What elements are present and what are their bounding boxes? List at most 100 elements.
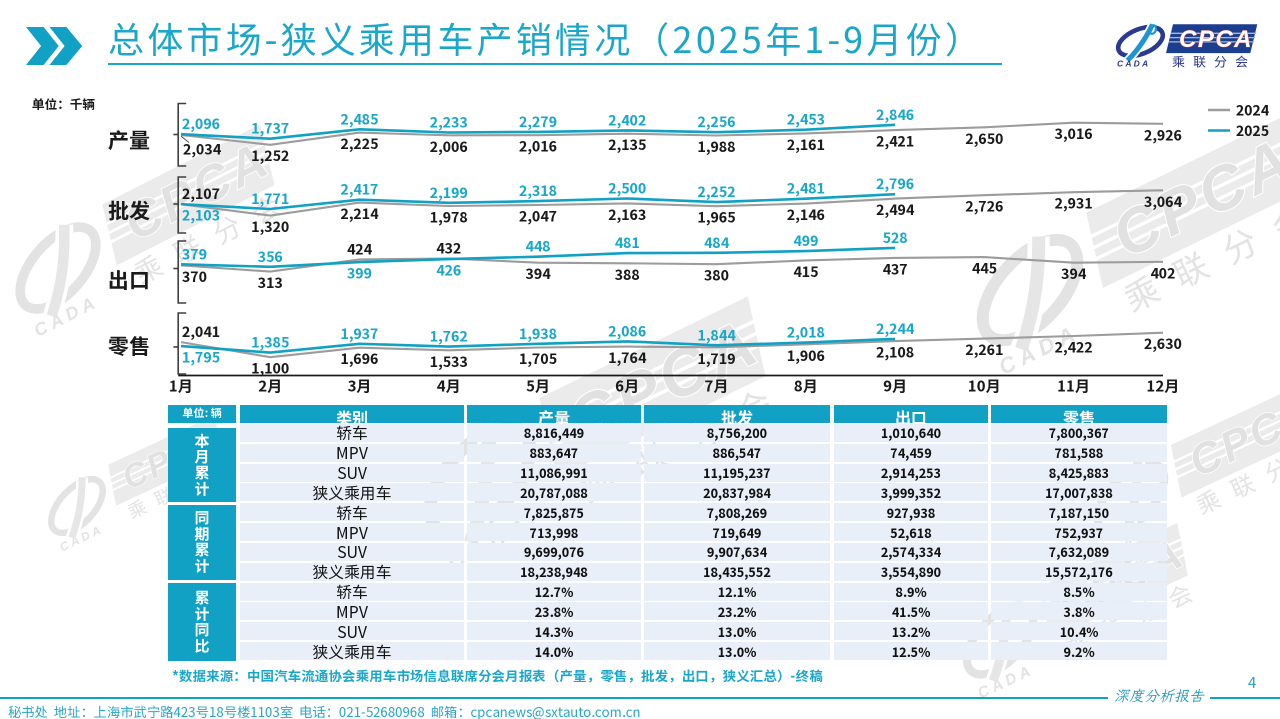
svg-text:499: 499 [793,231,819,251]
svg-text:432: 432 [436,239,461,259]
svg-text:426: 426 [436,261,462,281]
svg-text:2,034: 2,034 [183,140,221,160]
svg-text:1,696: 1,696 [340,349,379,369]
svg-text:1,764: 1,764 [608,348,646,368]
svg-text:批发: 批发 [108,196,150,226]
svg-text:1,100: 1,100 [251,359,290,379]
svg-text:394: 394 [1061,264,1086,284]
svg-text:2,485: 2,485 [340,109,378,129]
svg-text:1,737: 1,737 [251,119,289,139]
svg-text:388: 388 [615,265,640,285]
svg-text:2,086: 2,086 [608,321,647,341]
svg-text:481: 481 [615,233,640,253]
svg-text:3月: 3月 [348,376,372,397]
svg-text:2,041: 2,041 [182,322,220,342]
svg-text:2月: 2月 [258,376,282,397]
svg-text:2,016: 2,016 [519,137,558,157]
svg-text:2,108: 2,108 [876,343,914,363]
svg-text:零售: 零售 [108,331,150,361]
svg-text:2,161: 2,161 [787,135,825,155]
svg-text:356: 356 [258,247,284,267]
svg-text:2,256: 2,256 [698,112,737,132]
svg-text:2,422: 2,422 [1055,338,1093,358]
svg-text:1月: 1月 [169,376,193,397]
svg-text:1,988: 1,988 [698,137,736,157]
svg-text:1,385: 1,385 [251,333,289,353]
svg-text:448: 448 [526,237,551,257]
svg-text:1,320: 1,320 [251,217,290,237]
svg-text:2,244: 2,244 [876,319,914,339]
svg-text:1,937: 1,937 [340,324,378,344]
svg-text:424: 424 [347,239,372,259]
svg-text:370: 370 [182,267,208,287]
svg-text:3,016: 3,016 [1055,124,1094,144]
svg-text:2,926: 2,926 [1144,125,1183,145]
svg-text:1,533: 1,533 [430,352,468,372]
svg-text:2,096: 2,096 [182,114,221,134]
svg-text:2,279: 2,279 [519,112,558,132]
svg-text:1,705: 1,705 [519,349,557,369]
svg-text:2,726: 2,726 [965,197,1004,217]
svg-text:10月: 10月 [968,376,1001,397]
svg-text:2,500: 2,500 [608,179,647,199]
svg-text:2,006: 2,006 [430,137,469,157]
svg-text:528: 528 [883,228,908,248]
svg-text:2,318: 2,318 [519,181,557,201]
svg-text:484: 484 [704,233,729,253]
svg-text:2,047: 2,047 [519,207,557,227]
svg-text:单位：千辆: 单位：千辆 [32,94,95,113]
svg-text:1,252: 1,252 [251,146,289,166]
svg-text:2,650: 2,650 [965,129,1004,149]
svg-text:1,906: 1,906 [787,346,826,366]
svg-text:2,846: 2,846 [876,105,915,125]
svg-text:1,938: 1,938 [519,324,557,344]
svg-text:313: 313 [258,273,283,293]
svg-text:出口: 出口 [108,265,150,295]
svg-text:5月: 5月 [525,376,550,397]
svg-text:1,965: 1,965 [698,208,736,228]
svg-text:1,771: 1,771 [251,189,289,209]
svg-text:8月: 8月 [794,376,818,397]
svg-text:380: 380 [704,266,730,286]
svg-text:415: 415 [793,262,818,282]
svg-text:7月: 7月 [705,376,729,397]
svg-text:6月: 6月 [615,376,639,397]
svg-text:2,630: 2,630 [1144,334,1183,354]
svg-text:CADA: CADA [1117,59,1150,69]
svg-text:1,762: 1,762 [430,327,468,347]
svg-text:4月: 4月 [437,376,461,397]
svg-text:2,453: 2,453 [787,110,825,130]
svg-text:2,199: 2,199 [430,183,469,203]
svg-text:2025: 2025 [1236,121,1269,141]
svg-text:402: 402 [1150,263,1175,283]
svg-text:2,233: 2,233 [430,113,468,133]
svg-text:445: 445 [972,259,997,279]
svg-text:2,931: 2,931 [1055,194,1093,214]
svg-text:1,719: 1,719 [698,349,737,369]
svg-text:2024: 2024 [1236,101,1270,121]
svg-text:1,795: 1,795 [182,348,220,368]
svg-text:2,225: 2,225 [340,134,378,154]
svg-text:2,261: 2,261 [965,340,1003,360]
svg-text:2,481: 2,481 [787,179,825,199]
svg-text:399: 399 [347,264,373,284]
svg-text:2,103: 2,103 [182,206,220,226]
svg-text:2,018: 2,018 [787,323,825,343]
svg-text:产量: 产量 [108,125,150,155]
svg-text:11月: 11月 [1057,376,1090,397]
svg-text:2,163: 2,163 [608,205,646,225]
svg-text:2,135: 2,135 [608,135,646,155]
svg-text:2,214: 2,214 [340,204,378,224]
svg-text:9月: 9月 [883,376,907,397]
svg-text:2,107: 2,107 [182,184,220,204]
svg-text:2,146: 2,146 [787,205,826,225]
svg-text:2,417: 2,417 [340,180,378,200]
svg-text:379: 379 [182,244,208,264]
svg-text:394: 394 [526,264,551,284]
svg-text:12月: 12月 [1147,376,1180,397]
svg-text:2,252: 2,252 [698,182,736,202]
svg-text:乘联分会: 乘联分会 [1172,52,1256,71]
svg-text:1,844: 1,844 [698,325,736,345]
svg-text:2,796: 2,796 [876,174,915,194]
svg-text:CPCA: CPCA [1179,26,1253,53]
